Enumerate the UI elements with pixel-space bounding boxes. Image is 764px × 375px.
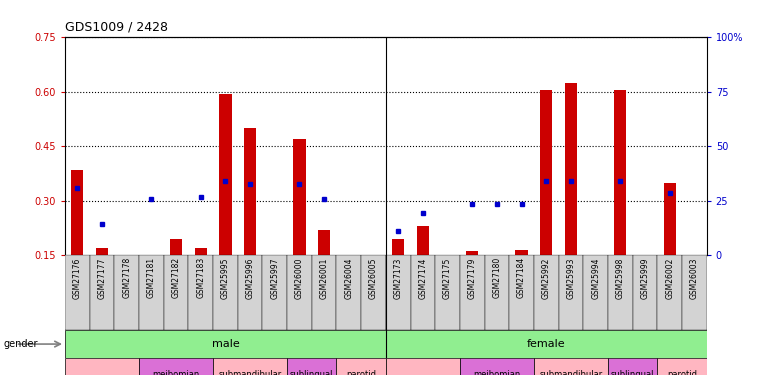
Bar [534,358,608,375]
Bar [163,255,189,330]
Bar [238,255,262,330]
Text: male: male [212,339,239,349]
Bar [189,255,213,330]
Text: submandibular
gland: submandibular gland [539,370,603,375]
Bar [287,255,312,330]
Bar [195,248,207,255]
Bar [219,94,231,255]
Bar [170,239,182,255]
Bar [386,255,410,330]
Bar [657,358,707,375]
Text: GSM27180: GSM27180 [492,257,501,298]
Text: GSM25998: GSM25998 [616,257,625,298]
Bar [460,358,534,375]
Bar [312,255,336,330]
Text: GSM25993: GSM25993 [566,257,575,299]
Bar [244,128,256,255]
Text: GSM25992: GSM25992 [542,257,551,298]
Bar [466,251,478,255]
Text: GSM26004: GSM26004 [345,257,353,299]
Bar [139,358,213,375]
Text: GSM25996: GSM25996 [245,257,254,299]
Text: GSM27177: GSM27177 [98,257,106,298]
Text: GSM25994: GSM25994 [591,257,601,299]
Bar [386,358,460,375]
Bar [657,255,682,330]
Text: parotid
gland: parotid gland [667,370,697,375]
Text: GSM25995: GSM25995 [221,257,230,299]
Bar [510,255,534,330]
Bar [534,255,558,330]
Text: GSM26000: GSM26000 [295,257,304,299]
Text: gender: gender [4,339,38,349]
Bar [516,250,528,255]
Bar [293,139,306,255]
Text: parotid
gland: parotid gland [346,370,376,375]
Bar [115,255,139,330]
Bar [386,330,707,358]
Text: GSM27181: GSM27181 [147,257,156,298]
Bar [633,255,657,330]
Bar [71,170,83,255]
Text: GSM26001: GSM26001 [319,257,329,298]
Bar [540,90,552,255]
Bar [663,183,676,255]
Bar [96,248,108,255]
Bar [213,358,287,375]
Text: submandibular
gland: submandibular gland [219,370,282,375]
Text: sublingual
gland: sublingual gland [611,370,655,375]
Text: GSM27178: GSM27178 [122,257,131,298]
Bar [558,255,583,330]
Text: GSM27183: GSM27183 [196,257,206,298]
Bar [213,255,238,330]
Text: GSM27173: GSM27173 [393,257,403,298]
Bar [65,255,89,330]
Bar [410,255,435,330]
Bar [565,83,577,255]
Text: GSM27179: GSM27179 [468,257,477,298]
Bar [682,255,707,330]
Text: meibomian
gland: meibomian gland [473,370,520,375]
Text: GSM26005: GSM26005 [369,257,378,299]
Text: GSM27182: GSM27182 [171,257,180,298]
Bar [336,255,361,330]
Text: GSM27184: GSM27184 [517,257,526,298]
Bar [318,230,330,255]
Bar [65,358,139,375]
Bar [287,358,336,375]
Text: meibomian
gland: meibomian gland [152,370,199,375]
Text: GSM26002: GSM26002 [665,257,674,298]
Text: sublingual
gland: sublingual gland [290,370,334,375]
Bar [361,255,386,330]
Bar [460,255,484,330]
Bar [435,255,460,330]
Bar [262,255,287,330]
Bar [336,358,386,375]
Bar [392,239,404,255]
Bar [139,255,163,330]
Bar [608,255,633,330]
Text: GSM27176: GSM27176 [73,257,82,298]
Text: GSM25997: GSM25997 [270,257,280,299]
Text: GDS1009 / 2428: GDS1009 / 2428 [65,21,168,34]
Text: GSM25999: GSM25999 [640,257,649,299]
Text: GSM27174: GSM27174 [419,257,427,298]
Bar [484,255,510,330]
Bar [614,90,626,255]
Bar [65,330,386,358]
Bar [89,255,115,330]
Text: GSM27175: GSM27175 [443,257,452,298]
Bar [416,226,429,255]
Bar [583,255,608,330]
Bar [608,358,657,375]
Text: GSM26003: GSM26003 [690,257,699,299]
Text: female: female [527,339,565,349]
